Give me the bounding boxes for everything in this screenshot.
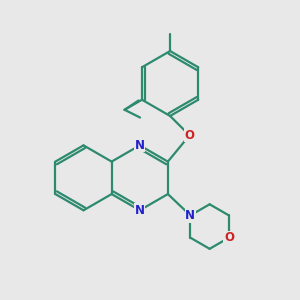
- Text: O: O: [224, 231, 234, 244]
- Text: N: N: [135, 204, 145, 217]
- Text: O: O: [184, 129, 194, 142]
- Text: N: N: [185, 209, 195, 222]
- Text: N: N: [135, 139, 145, 152]
